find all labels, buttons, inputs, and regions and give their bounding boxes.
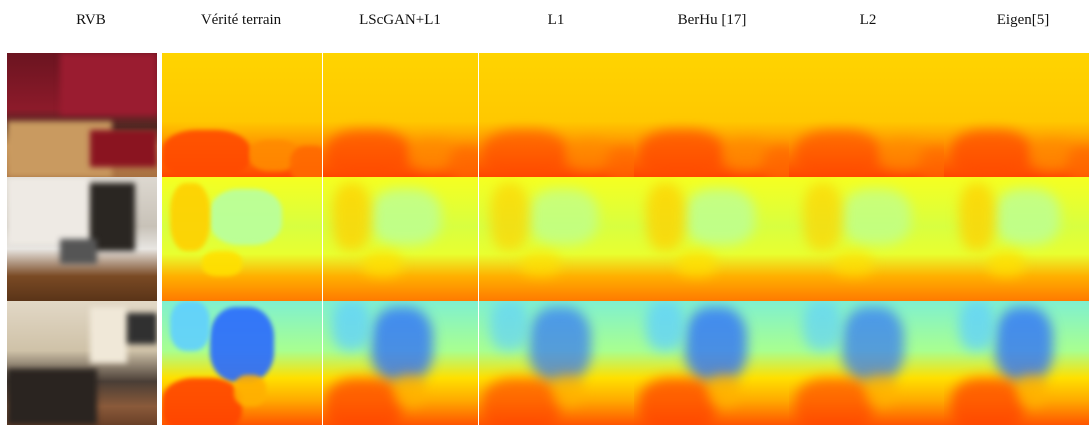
depth-map-l2-living-room <box>789 301 944 425</box>
scene-region <box>89 307 127 363</box>
depth-region <box>677 251 717 277</box>
depth-region <box>162 129 250 177</box>
depth-map-l2-conference-room <box>789 53 944 177</box>
depth-region <box>371 189 441 246</box>
depth-map-berhu-kitchen-office <box>634 177 789 301</box>
header-l1: L1 <box>547 12 565 28</box>
depth-map-eigen-living-room <box>944 301 1089 425</box>
rgb-image-kitchen-office <box>7 177 157 301</box>
scene-region <box>127 313 157 345</box>
depth-region <box>162 377 242 425</box>
depth-region <box>951 129 1031 177</box>
depth-region <box>795 377 873 425</box>
depth-region <box>646 183 686 252</box>
depth-region <box>638 129 724 177</box>
depth-map-berhu-living-room <box>634 301 789 425</box>
depth-region <box>833 251 873 277</box>
result-grid <box>7 53 1089 425</box>
scene-region <box>89 183 135 252</box>
header-berhu: BerHu [17] <box>677 12 747 28</box>
scene-region <box>7 369 97 425</box>
depth-region <box>994 189 1060 246</box>
depth-region <box>802 183 842 252</box>
depth-region <box>324 377 403 425</box>
depth-map-eigen-kitchen-office <box>944 177 1089 301</box>
header-eigen: Eigen[5] <box>996 12 1050 28</box>
depth-region <box>958 301 995 351</box>
depth-region <box>1016 375 1046 407</box>
depth-map-l2-kitchen-office <box>789 177 944 301</box>
scene-region <box>59 239 97 264</box>
depth-region <box>324 129 410 177</box>
depth-region <box>958 183 995 252</box>
depth-region <box>210 307 274 382</box>
header-rgb: RVB <box>76 12 106 28</box>
depth-region <box>520 251 560 277</box>
depth-map-l1-conference-room <box>479 53 634 177</box>
depth-map-lscgan-kitchen-office <box>323 177 478 301</box>
scene-region <box>89 129 157 168</box>
depth-region <box>482 129 568 177</box>
depth-region <box>482 377 560 425</box>
column-headers: RVB Vérité terrain LScGAN+L1 L1 BerHu [1… <box>0 0 1091 50</box>
header-ground-truth: Vérité terrain <box>200 12 282 28</box>
depth-region <box>332 183 372 252</box>
depth-region <box>951 377 1024 425</box>
depth-region <box>802 301 842 351</box>
depth-region <box>987 251 1024 277</box>
depth-region <box>841 189 912 246</box>
depth-region <box>528 189 599 246</box>
depth-map-gt-kitchen-office <box>162 177 322 301</box>
depth-region <box>448 146 478 177</box>
depth-region <box>528 307 591 382</box>
depth-region <box>332 301 372 351</box>
depth-map-berhu-conference-room <box>634 53 789 177</box>
depth-region <box>394 375 426 407</box>
depth-region <box>795 129 881 177</box>
depth-region <box>363 251 403 277</box>
depth-map-gt-conference-room <box>162 53 322 177</box>
depth-region <box>708 375 740 407</box>
depth-region <box>638 377 717 425</box>
depth-region <box>841 307 904 382</box>
depth-map-eigen-conference-room <box>944 53 1089 177</box>
rgb-image-conference-room <box>7 53 157 177</box>
depth-region <box>606 146 634 177</box>
depth-map-l1-living-room <box>479 301 634 425</box>
depth-map-lscgan-living-room <box>323 301 478 425</box>
depth-map-l1-kitchen-office <box>479 177 634 301</box>
depth-region <box>290 146 322 177</box>
header-lscgan-l1: LScGAN+L1 <box>359 12 441 28</box>
depth-region <box>919 146 944 177</box>
scene-region <box>59 53 157 115</box>
depth-region <box>234 375 266 407</box>
depth-region <box>685 307 748 382</box>
depth-map-lscgan-conference-room <box>323 53 478 177</box>
depth-region <box>210 189 282 246</box>
depth-map-gt-living-room <box>162 301 322 425</box>
depth-region <box>371 307 434 382</box>
header-l2: L2 <box>859 12 877 28</box>
depth-region <box>489 301 529 351</box>
depth-region <box>551 375 583 407</box>
depth-region <box>762 146 789 177</box>
depth-region <box>1067 146 1089 177</box>
scene-region <box>7 177 90 246</box>
depth-region <box>864 375 896 407</box>
depth-region <box>646 301 686 351</box>
depth-region <box>202 251 242 277</box>
depth-region <box>170 183 210 252</box>
depth-region <box>994 307 1053 382</box>
depth-region <box>685 189 755 246</box>
rgb-image-living-room <box>7 301 157 425</box>
depth-region <box>170 301 210 351</box>
depth-region <box>489 183 529 252</box>
